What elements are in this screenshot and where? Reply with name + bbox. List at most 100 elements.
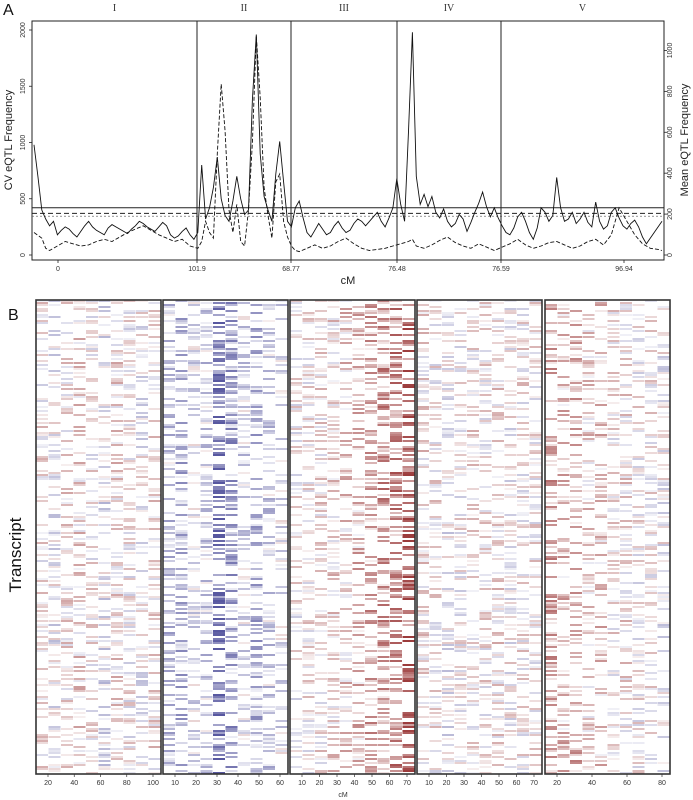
heatmap-cell — [377, 540, 390, 542]
heatmap-cell — [632, 618, 645, 620]
heatmap-cell — [302, 504, 315, 506]
heatmap-cell — [238, 764, 250, 766]
heatmap-cell — [582, 586, 595, 588]
heatmap-cell — [390, 728, 402, 730]
heatmap-cell — [377, 732, 390, 734]
heatmap-cell — [402, 400, 415, 402]
heatmap-cell — [73, 362, 86, 364]
heatmap-cell — [98, 760, 111, 762]
heatmap-cell — [315, 642, 327, 644]
heatmap-cell — [417, 386, 429, 388]
heatmap-cell — [607, 438, 620, 440]
heatmap-cell — [290, 614, 302, 616]
heatmap-cell — [263, 498, 275, 500]
heatmap-cell — [290, 452, 302, 454]
heatmap-cell — [352, 748, 365, 750]
heatmap-cell — [352, 412, 365, 414]
heatmap-cell — [327, 722, 340, 724]
heatmap-cell — [657, 524, 670, 526]
heatmap-cell — [492, 572, 504, 574]
heatmap-cell — [148, 562, 161, 564]
heatmap-cell — [163, 386, 175, 388]
heatmap-cell — [504, 638, 517, 640]
heatmap-cell — [645, 638, 657, 640]
heatmap-cell — [48, 548, 61, 550]
heatmap-cell — [632, 494, 645, 496]
heatmap-cell — [36, 542, 48, 544]
heatmap-cell — [517, 462, 529, 464]
heatmap-cell — [302, 732, 315, 734]
heatmap-cell — [327, 568, 340, 570]
heatmap-cell — [429, 670, 442, 672]
heatmap-cell — [111, 496, 123, 498]
heatmap-cell — [390, 440, 402, 442]
heatmap-cell — [582, 622, 595, 624]
heatmap-cell — [98, 460, 111, 462]
heatmap-cell — [238, 354, 250, 356]
heatmap-cell — [315, 388, 327, 390]
heatmap-cell — [225, 544, 238, 546]
heatmap-cell — [315, 648, 327, 650]
heatmap-cell — [607, 564, 620, 566]
heatmap-cell — [148, 478, 161, 480]
heatmap-cell — [442, 664, 454, 666]
heatmap-cell — [327, 732, 340, 734]
heatmap-cell — [570, 476, 582, 478]
heatmap-cell — [429, 596, 442, 598]
heatmap-cell — [98, 736, 111, 738]
heatmap-cell — [275, 540, 288, 542]
heatmap-cell — [302, 582, 315, 584]
heatmap-x-tick-label: 50 — [368, 780, 376, 787]
heatmap-cell — [250, 478, 263, 480]
heatmap-cell — [529, 540, 542, 542]
heatmap-cell — [417, 656, 429, 658]
heatmap-cell — [442, 720, 454, 722]
heatmap-cell — [290, 482, 302, 484]
heatmap-cell — [620, 352, 632, 354]
heatmap-cell — [517, 720, 529, 722]
heatmap-cell — [238, 484, 250, 486]
heatmap-cell — [504, 394, 517, 396]
heatmap-cell — [200, 620, 213, 622]
heatmap-cell — [302, 318, 315, 320]
heatmap-cell — [238, 606, 250, 608]
heatmap-cell — [123, 366, 136, 368]
heatmap-cell — [417, 356, 429, 358]
heatmap-cell — [442, 726, 454, 728]
heatmap-cell — [213, 306, 225, 308]
heatmap-cell — [442, 316, 454, 318]
heatmap-cell — [390, 390, 402, 392]
heatmap-cell — [454, 672, 467, 674]
heatmap-cell — [275, 626, 288, 628]
heatmap-cell — [175, 742, 188, 744]
heatmap-cell — [290, 630, 302, 632]
heatmap-cell — [377, 408, 390, 410]
heatmap-cell — [327, 328, 340, 330]
heatmap-cell — [582, 336, 595, 338]
heatmap-cell — [290, 488, 302, 490]
heatmap-cell — [492, 736, 504, 738]
heatmap-cell — [442, 770, 454, 772]
heatmap-cell — [238, 462, 250, 464]
heatmap-cell — [417, 592, 429, 594]
heatmap-cell — [645, 466, 657, 468]
heatmap-cell — [582, 752, 595, 754]
heatmap-cell — [645, 350, 657, 352]
heatmap-cell — [263, 504, 275, 506]
heatmap-cell — [352, 394, 365, 396]
heatmap-cell — [620, 772, 632, 774]
heatmap-cell — [442, 430, 454, 432]
heatmap-cell — [352, 594, 365, 596]
heatmap-cell — [402, 502, 415, 504]
heatmap-cell — [213, 694, 225, 696]
heatmap-cell — [402, 534, 415, 536]
heatmap-cell — [200, 746, 213, 748]
heatmap-cell — [200, 500, 213, 502]
heatmap-cell — [148, 458, 161, 460]
heatmap-cell — [607, 578, 620, 580]
heatmap-cell — [86, 728, 98, 730]
heatmap-cell — [620, 572, 632, 574]
heatmap-cell — [302, 598, 315, 600]
heatmap-cell — [607, 342, 620, 344]
heatmap-cell — [504, 326, 517, 328]
